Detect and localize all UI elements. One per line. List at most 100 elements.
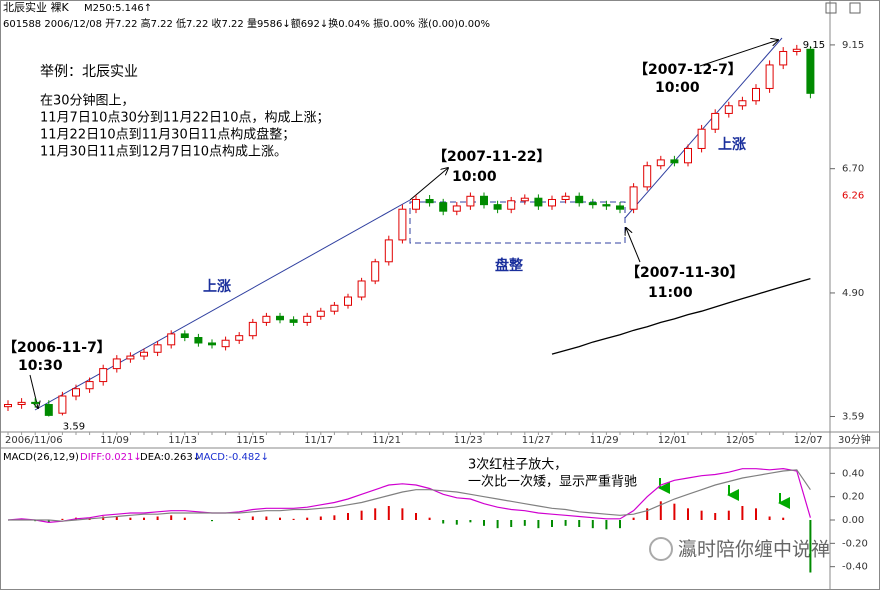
candle-body xyxy=(112,358,121,370)
ma-line xyxy=(551,277,811,355)
candle-body xyxy=(561,195,570,200)
annotation: 一次比一次矮，显示严重背驰 xyxy=(468,474,637,490)
x-tick-label: 11/29 xyxy=(590,435,619,446)
candle-body xyxy=(262,315,271,323)
candle-body xyxy=(58,395,67,414)
candle-body xyxy=(629,186,638,210)
icon[interactable] xyxy=(849,2,861,14)
candle-body xyxy=(4,404,12,408)
chart-title: 北辰实业 裸K xyxy=(3,0,69,14)
y-tick-label: 0.40 xyxy=(842,468,864,479)
annotation: 盘整 xyxy=(495,257,524,274)
legend-macd: MACD:-0.482↓ xyxy=(195,452,269,463)
candle-body xyxy=(31,401,40,404)
candle-body xyxy=(779,50,788,66)
candle-body xyxy=(806,48,815,94)
candle-body xyxy=(371,261,380,282)
candle-body xyxy=(72,388,80,397)
annotation: 11月30日11点到12月7日10点构成上涨。 xyxy=(40,145,287,160)
annotation: 11月7日10点30分到11月22日10点，构成上涨； xyxy=(40,111,330,126)
x-tick-label: 12/05 xyxy=(726,435,755,446)
x-tick-label: 11/27 xyxy=(522,435,551,446)
candle-body xyxy=(466,195,475,207)
y-tick-label: 0.20 xyxy=(842,492,864,503)
candle-body xyxy=(711,112,720,130)
y-tick-label: 3.59 xyxy=(842,411,864,422)
candle-body xyxy=(520,197,529,202)
candle-body xyxy=(643,165,652,188)
candle-body xyxy=(684,147,692,164)
y-tick-label: -0.40 xyxy=(842,562,868,573)
candle-body xyxy=(398,208,407,241)
candle-body xyxy=(765,64,774,89)
candle-body xyxy=(153,344,162,353)
annotation: 10:00 xyxy=(655,80,700,96)
x-tick-label: 2006/11/06 xyxy=(5,435,63,446)
candle-body xyxy=(548,198,556,207)
candle-body xyxy=(303,315,312,323)
y-tick-label: 0.00 xyxy=(842,515,864,526)
annotation: 10:30 xyxy=(18,358,63,374)
candle-body xyxy=(126,355,135,360)
x-tick-label: 11/13 xyxy=(168,435,197,446)
candle-body xyxy=(248,321,257,337)
x-tick-label: 11/23 xyxy=(454,435,483,446)
candle-body xyxy=(507,200,516,210)
x-tick-label: 11/21 xyxy=(372,435,401,446)
watermark: 瀛时陪你缠中说禅 xyxy=(649,537,830,561)
candle-body xyxy=(85,381,94,390)
quote-info: 601588 2006/12/08 开7.22 高7.22 低7.22 收7.2… xyxy=(3,17,490,30)
x-tick-label: 11/15 xyxy=(236,435,265,446)
annotation: 【2007-12-7】 xyxy=(634,62,742,78)
candle-body xyxy=(44,404,53,416)
high-label: 9.15 xyxy=(803,40,825,51)
annotation: 【2007-11-22】 xyxy=(433,149,551,165)
macd-line xyxy=(7,468,811,523)
period-label: 30分钟 xyxy=(838,433,871,446)
candle-body xyxy=(289,319,298,323)
x-tick-label: 11/17 xyxy=(304,435,333,446)
candle-body xyxy=(235,335,244,341)
candle-body xyxy=(316,310,325,317)
watermark-icon xyxy=(649,537,673,561)
macd-line xyxy=(8,469,811,522)
candle-body xyxy=(480,195,488,206)
range-box xyxy=(409,201,626,244)
annotation: 10:00 xyxy=(452,169,497,185)
candle-body xyxy=(425,198,434,204)
legend-dea: DEA:0.263↓ xyxy=(140,452,201,463)
annotation: 【2006-11-7】 xyxy=(3,340,111,356)
price-marker: 6.26 xyxy=(842,191,864,202)
arrow xyxy=(626,228,641,263)
y-tick-label: 4.90 xyxy=(842,288,864,299)
candle-body xyxy=(180,333,189,339)
candle-body xyxy=(792,48,801,52)
candle-body xyxy=(221,339,230,348)
candle-body xyxy=(167,333,176,346)
legend-diff: DIFF:0.021↓ xyxy=(80,452,142,463)
candle-body xyxy=(616,205,624,210)
candle-body xyxy=(344,296,352,306)
y-tick-label: -0.20 xyxy=(842,538,868,549)
candle-body xyxy=(670,159,679,164)
candle-body xyxy=(276,315,284,321)
y-tick-label: 6.70 xyxy=(842,164,864,175)
window-icons[interactable] xyxy=(825,2,861,14)
candle-body xyxy=(140,351,148,357)
candle-body xyxy=(330,304,339,312)
icon[interactable] xyxy=(825,2,837,14)
candle-body xyxy=(452,205,461,212)
trend-line xyxy=(34,199,411,411)
annotation: 11:00 xyxy=(648,285,693,301)
annotation: 11月22日10点到11月30日11点构成盘整； xyxy=(40,127,295,143)
watermark-text: 瀛时陪你缠中说禅 xyxy=(678,538,830,561)
annotation: 在30分钟图上， xyxy=(40,93,135,109)
candle-body xyxy=(194,337,203,344)
candle-body xyxy=(588,202,597,206)
arrow xyxy=(409,168,448,201)
candle-body xyxy=(99,368,108,383)
low-label: 3.59 xyxy=(63,421,85,432)
candle-body xyxy=(208,342,216,346)
candle-body xyxy=(17,401,26,406)
